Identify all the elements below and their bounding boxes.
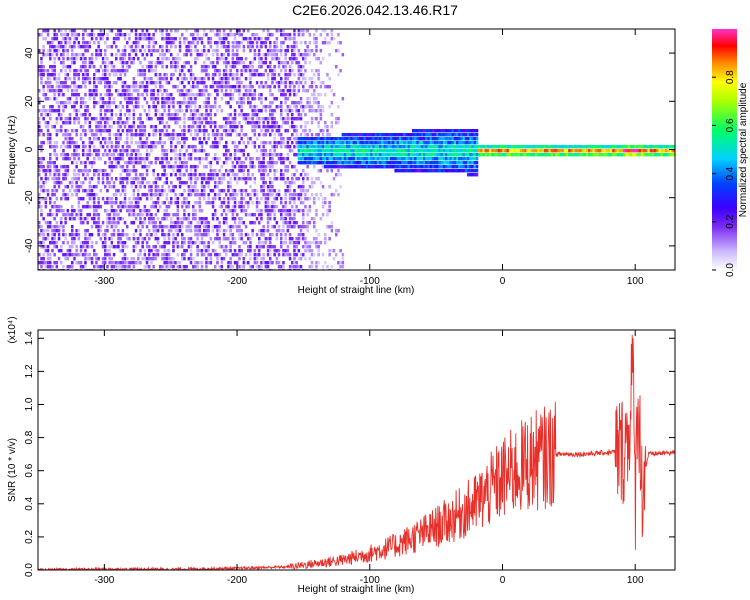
y-tick-label: -40 [24,238,35,253]
y-tick-label: 0.2 [24,530,35,544]
colorbar-label: Normalized spectral amplitude [738,82,749,217]
y-tick-label: 0.0 [24,563,35,577]
y-tick-label: 1.4 [24,331,35,345]
snr-series-line [38,334,675,570]
colorbar-tick-label: 0.6 [725,118,736,132]
x-tick-label: -300 [94,575,114,586]
y-tick-label: 1.2 [24,364,35,378]
x-tick-label: 0 [500,575,506,586]
colorbar-gradient [712,29,737,270]
x-tick-label: 100 [627,575,644,586]
y-tick-label: 0.8 [24,430,35,444]
snr-panel: -300 -200 -100 0 100 0.0 0.2 0.4 0.6 0.8 1.0 1.2 1.… [7,316,676,595]
top-x-axis-label: Height of straight line (km) [298,285,415,296]
x-tick-label: -200 [227,575,247,586]
heatmap-cells [38,29,675,270]
x-tick-label: -100 [360,575,380,586]
x-tick-label: -200 [227,276,247,287]
colorbar-tick-label: 0.2 [725,214,736,228]
y-tick-label: 1.0 [24,397,35,411]
x-tick-label: 0 [500,276,506,287]
y-tick-label: 0 [24,146,35,152]
bottom-plot-frame [37,329,676,571]
y-tick-label: 20 [24,95,35,107]
y-tick-label: -20 [24,190,35,205]
x-tick-label: -300 [94,276,114,287]
colorbar-tick-label: 0.0 [725,263,736,277]
chart-title: C2E6.2026.042.13.46.R17 [292,2,458,18]
colorbar-ticks: 0.0 0.2 0.4 0.6 0.8 [712,70,736,277]
colorbar-tick-label: 0.8 [725,70,736,84]
bottom-x-ticks: -300 -200 -100 0 100 [94,330,644,586]
y-tick-label: 40 [24,47,35,59]
colorbar: 0.0 0.2 0.4 0.6 0.8 Normalized spectral ampl… [712,29,749,277]
bottom-y-axis-label: SNR (10 * v/v) [7,438,18,502]
bottom-y-multiplier: (x10⁴) [7,316,18,343]
x-tick-label: 100 [627,276,644,287]
bottom-x-axis-label: Height of straight line (km) [298,584,415,595]
x-tick-label: -100 [360,276,380,287]
top-y-ticks: -40 -20 0 20 40 [24,47,675,253]
y-tick-label: 0.6 [24,463,35,477]
colorbar-tick-label: 0.4 [725,166,736,180]
y-tick-label: 0.4 [24,496,35,510]
top-y-axis-label: Frequency (Hz) [7,116,18,185]
top-x-ticks: -300 -200 -100 0 100 [94,29,644,287]
bottom-y-ticks: 0.0 0.2 0.4 0.6 0.8 1.0 1.2 1.4 [24,331,675,577]
